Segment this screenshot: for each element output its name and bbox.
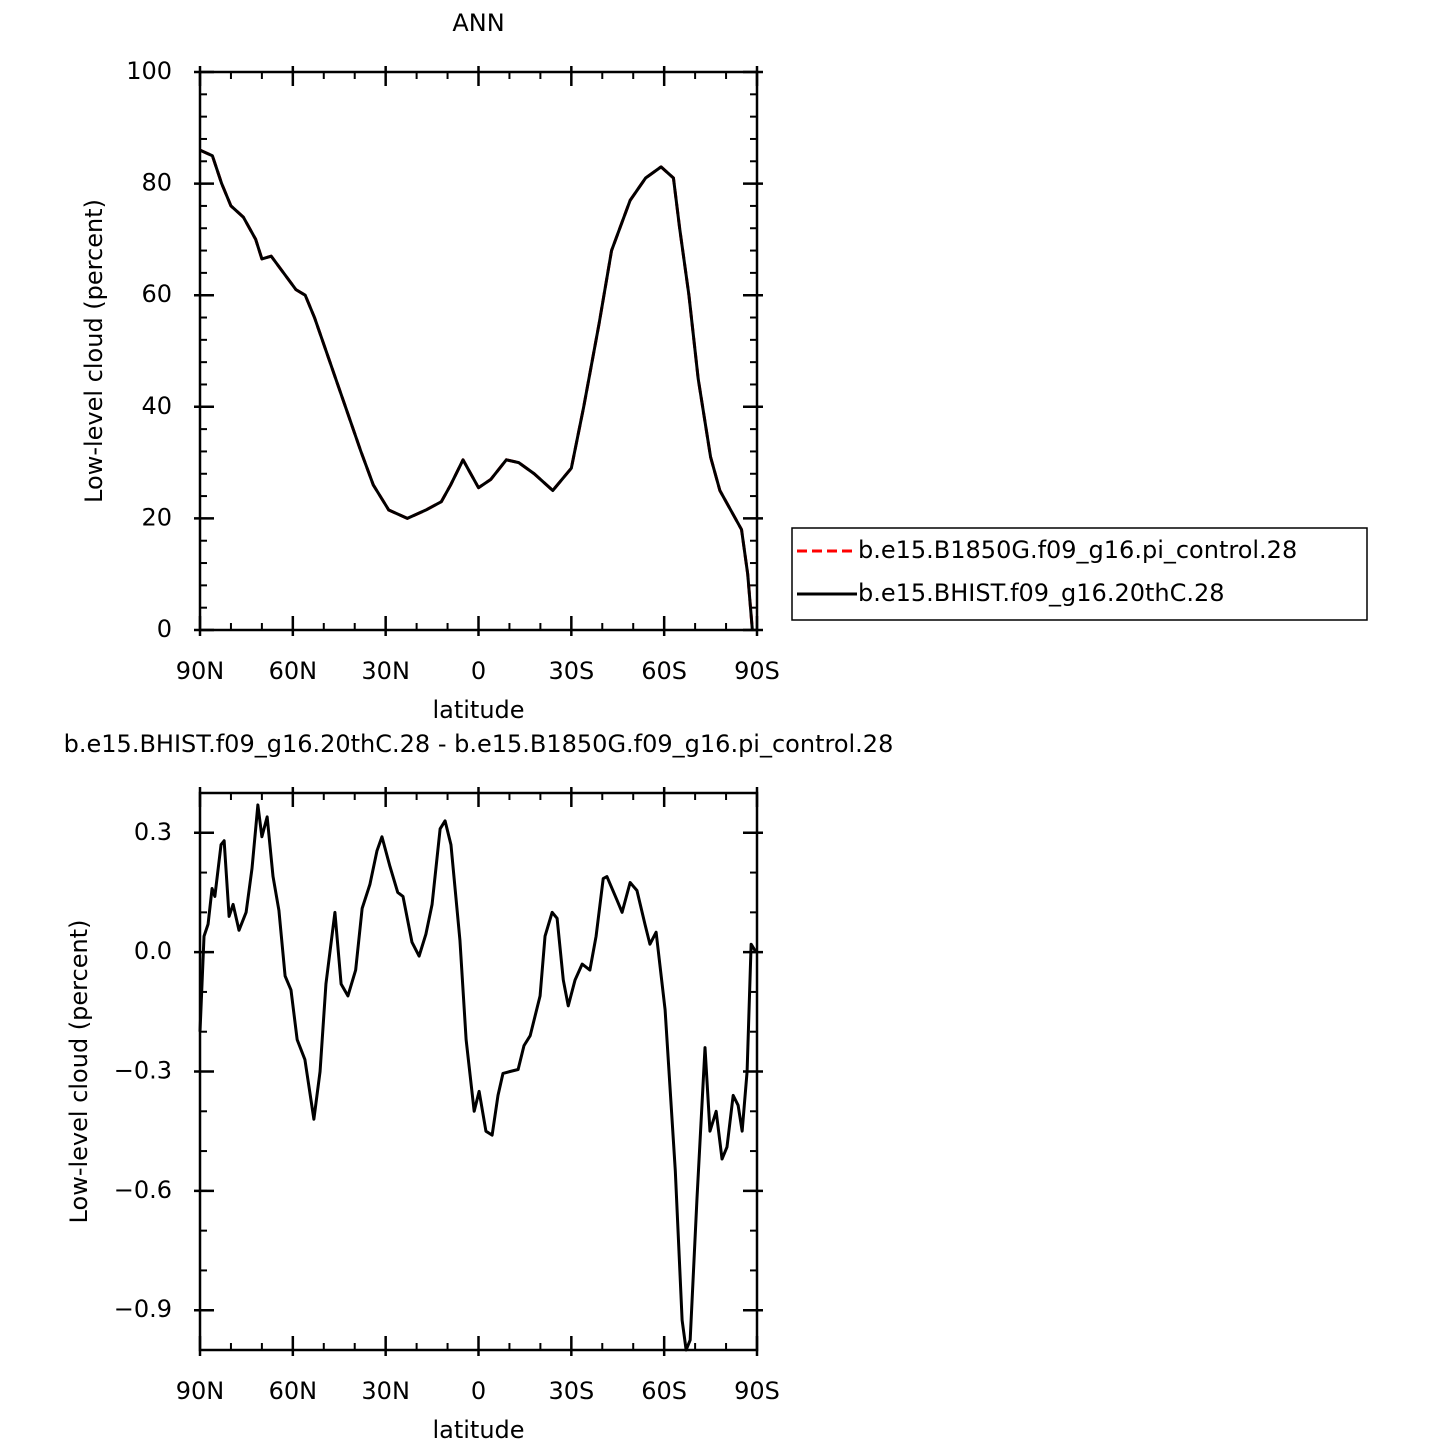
legend-label: b.e15.BHIST.f09_g16.20thC.28 (858, 579, 1225, 607)
x-tick-label: 60N (269, 1377, 318, 1405)
x-tick-label: 0 (471, 1377, 486, 1405)
data-line (199, 148, 754, 631)
x-axis-label: latitude (432, 1416, 524, 1444)
x-tick-label: 60S (641, 1377, 687, 1405)
plot-frame (198, 70, 759, 632)
x-tick-label: 60N (269, 657, 318, 685)
legend-box (791, 527, 1368, 621)
y-tick-label: 0.0 (134, 937, 172, 965)
x-tick-label: 30N (361, 657, 410, 685)
data-line (199, 148, 754, 631)
x-tick-label: 30S (548, 1377, 594, 1405)
x-axis-label: latitude (432, 696, 524, 724)
y-axis-label: Low-level cloud (percent) (65, 920, 93, 1224)
y-tick-label: −0.3 (114, 1057, 172, 1085)
legend-label: b.e15.B1850G.f09_g16.pi_control.28 (858, 536, 1297, 564)
x-tick-label: 90S (734, 1377, 780, 1405)
x-tick-label: 60S (641, 657, 687, 685)
chart-title: b.e15.BHIST.f09_g16.20thC.28 - b.e15.B18… (64, 730, 894, 758)
y-tick-label: −0.9 (114, 1295, 172, 1323)
x-tick-label: 30S (548, 657, 594, 685)
x-tick-label: 90N (176, 657, 225, 685)
y-axis-label: Low-level cloud (percent) (80, 199, 108, 503)
y-tick-label: 0.3 (134, 818, 172, 846)
x-tick-label: 90N (176, 1377, 225, 1405)
y-tick-label: 20 (141, 503, 172, 531)
x-tick-label: 0 (471, 657, 486, 685)
y-tick-label: 80 (141, 169, 172, 197)
chart-title: ANN (452, 9, 504, 37)
y-tick-label: 60 (141, 280, 172, 308)
y-tick-label: 40 (141, 392, 172, 420)
y-tick-label: −0.6 (114, 1176, 172, 1204)
plot-frame (198, 791, 759, 1352)
x-tick-label: 30N (361, 1377, 410, 1405)
x-tick-label: 90S (734, 657, 780, 685)
y-tick-label: 100 (126, 57, 172, 85)
y-tick-label: 0 (157, 615, 172, 643)
data-line (198, 803, 758, 1352)
